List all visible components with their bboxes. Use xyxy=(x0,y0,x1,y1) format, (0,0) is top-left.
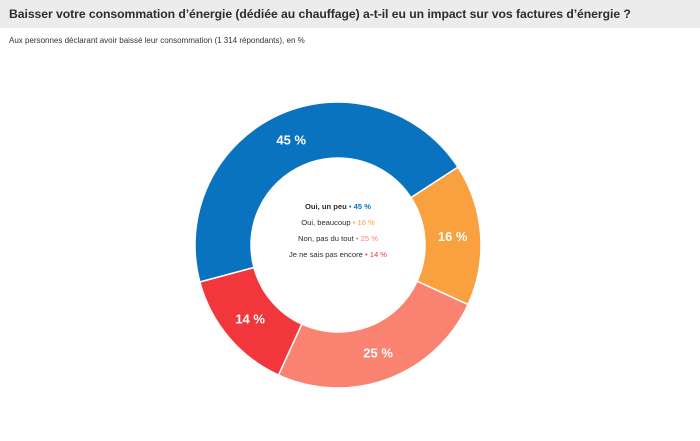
legend-label: Je ne sais pas encore xyxy=(289,250,363,259)
legend-label: Non, pas du tout xyxy=(298,234,355,243)
title-bar: Baisser votre consommation d’énergie (dé… xyxy=(0,0,700,28)
legend-entry-oui-un-peu: Oui, un peu • 45 % xyxy=(305,202,371,211)
legend-separator-dot: • xyxy=(347,202,354,211)
slice-value-label: 25 % xyxy=(363,345,393,360)
chart-title: Baisser votre consommation d’énergie (dé… xyxy=(9,7,631,21)
legend-separator-dot: • xyxy=(351,218,358,227)
donut-slice-je-ne-sais-pas-encore xyxy=(198,266,303,377)
slice-value-label: 14 % xyxy=(235,312,265,327)
donut-value-labels: 45 % 16 % 25 % 14 % xyxy=(235,132,468,360)
donut-slice-non-pas-du-tout xyxy=(277,280,470,389)
slice-value-label: 45 % xyxy=(276,132,306,147)
legend-entry-non-pas-du-tout: Non, pas du tout • 25 % xyxy=(298,234,378,243)
legend-value: 14 % xyxy=(370,250,388,259)
legend-entry-je-ne-sais-pas-encore: Je ne sais pas encore • 14 % xyxy=(289,250,387,259)
legend-value: 25 % xyxy=(361,234,379,243)
center-legend: Oui, un peu • 45 %Oui, beaucoup • 16 %No… xyxy=(289,202,387,259)
legend-entry-oui-beaucoup: Oui, beaucoup • 16 % xyxy=(301,218,375,227)
legend-value: 45 % xyxy=(354,202,372,211)
donut-slice-oui-un-peu xyxy=(194,101,459,283)
legend-value: 16 % xyxy=(357,218,375,227)
legend-label: Oui, beaucoup xyxy=(301,218,350,227)
chart-subtitle: Aux personnes déclarant avoir baissé leu… xyxy=(9,36,305,45)
legend-separator-dot: • xyxy=(354,234,361,243)
donut-slices xyxy=(194,101,482,389)
slice-value-label: 16 % xyxy=(438,229,468,244)
legend-separator-dot: • xyxy=(363,250,370,259)
legend-label: Oui, un peu xyxy=(305,202,347,211)
